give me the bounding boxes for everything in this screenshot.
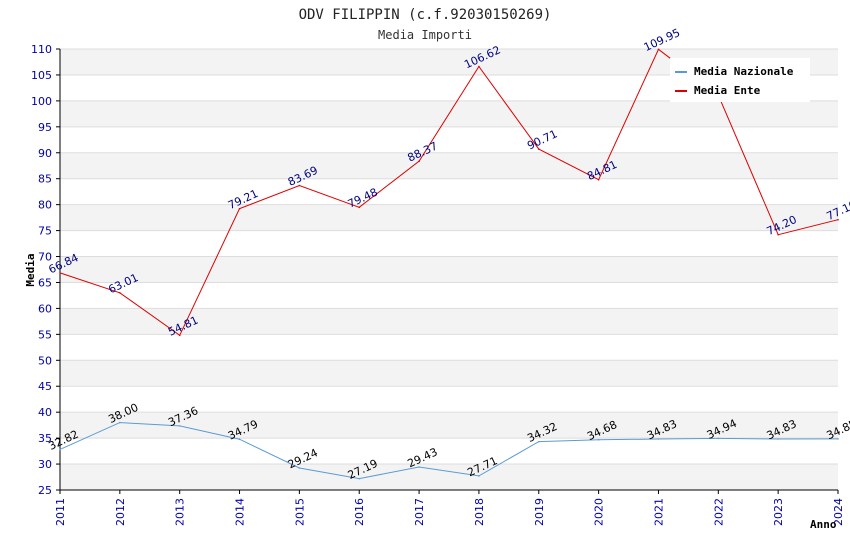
- legend-label-nazionale: Media Nazionale: [694, 65, 794, 78]
- x-axis-label: Anno: [810, 518, 837, 531]
- data-point: [837, 438, 839, 440]
- grid-band: [60, 360, 838, 387]
- data-point: [478, 65, 480, 68]
- data-point: [178, 334, 181, 337]
- grid-band: [60, 256, 838, 283]
- legend: Media Nazionale Media Ente: [670, 58, 810, 102]
- data-point: [537, 148, 540, 150]
- data-point: [597, 178, 600, 181]
- grid-band: [60, 152, 838, 179]
- data-point: [119, 291, 121, 294]
- x-tick-label: 2021: [652, 498, 665, 526]
- data-point: [358, 206, 361, 209]
- grid-band: [60, 412, 838, 439]
- data-point: [537, 440, 540, 443]
- x-tick-label: 2022: [712, 498, 725, 526]
- data-point: [238, 207, 241, 210]
- y-tick-label: 35: [38, 432, 52, 445]
- x-tick-label: 2015: [293, 498, 306, 526]
- y-axis-label: Media: [24, 253, 37, 286]
- data-point: [298, 184, 301, 187]
- y-tick-label: 55: [38, 328, 52, 341]
- x-tick-label: 2012: [114, 498, 127, 526]
- legend-label-ente: Media Ente: [694, 84, 761, 97]
- y-tick-label: 40: [38, 406, 52, 419]
- data-point: [238, 438, 241, 441]
- data-point: [298, 467, 301, 469]
- series-line-0: [59, 422, 839, 480]
- x-tick-label: 2020: [593, 498, 606, 526]
- x-tick-label: 2014: [234, 498, 247, 526]
- data-point: [837, 218, 839, 221]
- data-point: [657, 48, 660, 51]
- y-tick-label: 80: [38, 199, 52, 212]
- data-point: [59, 448, 61, 451]
- data-point: [777, 233, 779, 236]
- x-tick-label: 2011: [54, 498, 67, 526]
- grid-band: [60, 464, 838, 490]
- y-tick-label: 100: [31, 95, 52, 108]
- y-tick-label: 50: [38, 354, 52, 367]
- y-tick-labels: 25 30 35 40 45 50 55 60 65 70 75 80 85 90 95 100 105 110: [31, 43, 52, 497]
- x-tick-label: 2017: [413, 498, 426, 526]
- data-point: [119, 421, 121, 424]
- data-point: [418, 160, 420, 163]
- data-point: [657, 438, 660, 440]
- y-tick-label: 60: [38, 302, 52, 315]
- x-tick-label: 2016: [353, 498, 366, 526]
- y-tick-label: 65: [38, 276, 52, 289]
- grid-bands: [60, 49, 838, 490]
- legend-box: [670, 58, 810, 102]
- axes: [56, 48, 839, 494]
- y-tick-label: 110: [31, 43, 52, 56]
- data-point: [178, 425, 181, 427]
- y-tick-label: 90: [38, 147, 52, 160]
- grid-band: [60, 308, 838, 335]
- chart-title: ODV FILIPPIN (c.f.92030150269): [299, 7, 552, 23]
- chart-subtitle: Media Importi: [378, 28, 472, 42]
- data-point: [358, 477, 361, 480]
- data-point: [59, 272, 61, 274]
- x-tick-label: 2013: [174, 498, 187, 526]
- grid-band: [60, 204, 838, 231]
- data-point: [478, 475, 480, 477]
- y-tick-label: 30: [38, 458, 52, 471]
- y-tick-label: 95: [38, 121, 52, 134]
- y-tick-label: 25: [38, 484, 52, 497]
- y-tick-label: 75: [38, 225, 52, 238]
- x-tick-labels: 2011 2012 2013 2014 2015 2016 2017 2018 2019 2020…: [54, 498, 845, 526]
- y-tick-label: 105: [31, 69, 52, 82]
- x-tick-label: 2024: [832, 498, 845, 526]
- y-tick-label: 45: [38, 380, 52, 393]
- data-point: [717, 437, 720, 440]
- data-point: [418, 466, 420, 468]
- y-tick-label: 85: [38, 173, 52, 186]
- data-point: [777, 438, 779, 440]
- y-tick-label: 70: [38, 251, 52, 264]
- data-point: [597, 438, 600, 441]
- x-tick-label: 2023: [772, 498, 785, 526]
- x-tick-label: 2019: [533, 498, 546, 526]
- x-tick-label: 2018: [473, 498, 486, 526]
